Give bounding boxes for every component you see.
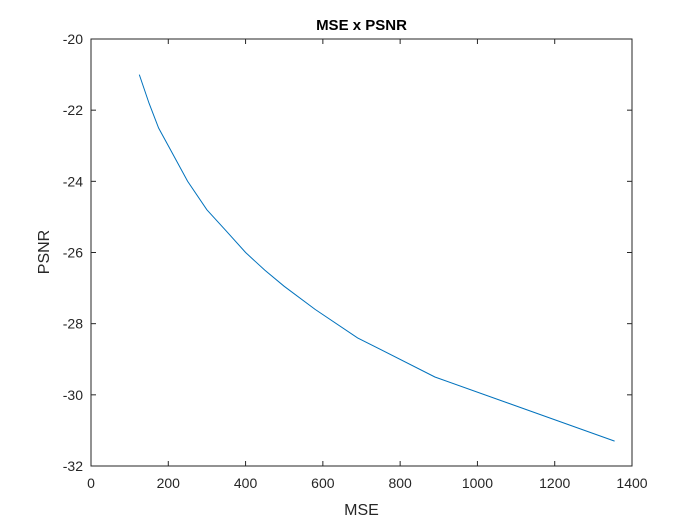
- x-tick-label: 400: [234, 475, 258, 491]
- x-tick-label: 0: [87, 475, 95, 491]
- y-tick-label: -24: [63, 173, 83, 189]
- x-tick-label: 1200: [539, 475, 570, 491]
- y-tick-label: -20: [63, 31, 83, 47]
- y-tick-label: -26: [63, 245, 83, 261]
- plot-frame: [90, 38, 633, 467]
- x-tick-label: 1400: [616, 475, 647, 491]
- y-tick-label: -30: [63, 387, 83, 403]
- y-axis-label: PSNR: [36, 230, 53, 274]
- series-layer: [138, 74, 615, 442]
- x-tick-label: 1000: [462, 475, 493, 491]
- x-axis-label: MSE: [344, 502, 379, 519]
- x-tick-label: 600: [311, 475, 335, 491]
- chart-title: MSE x PSNR: [316, 17, 407, 34]
- x-ticks: 0 200 400 600 800 1000 1200 1400: [87, 39, 648, 491]
- y-ticks: -32 -30 -28 -26 -24 -22 -20: [63, 31, 632, 474]
- y-tick-label: -28: [63, 316, 83, 332]
- y-tick-label: -22: [63, 102, 83, 118]
- x-tick-label: 200: [157, 475, 181, 491]
- y-tick-label: -32: [63, 458, 83, 474]
- x-tick-label: 800: [388, 475, 412, 491]
- plot-area: [91, 39, 632, 466]
- series-line: [138, 74, 615, 442]
